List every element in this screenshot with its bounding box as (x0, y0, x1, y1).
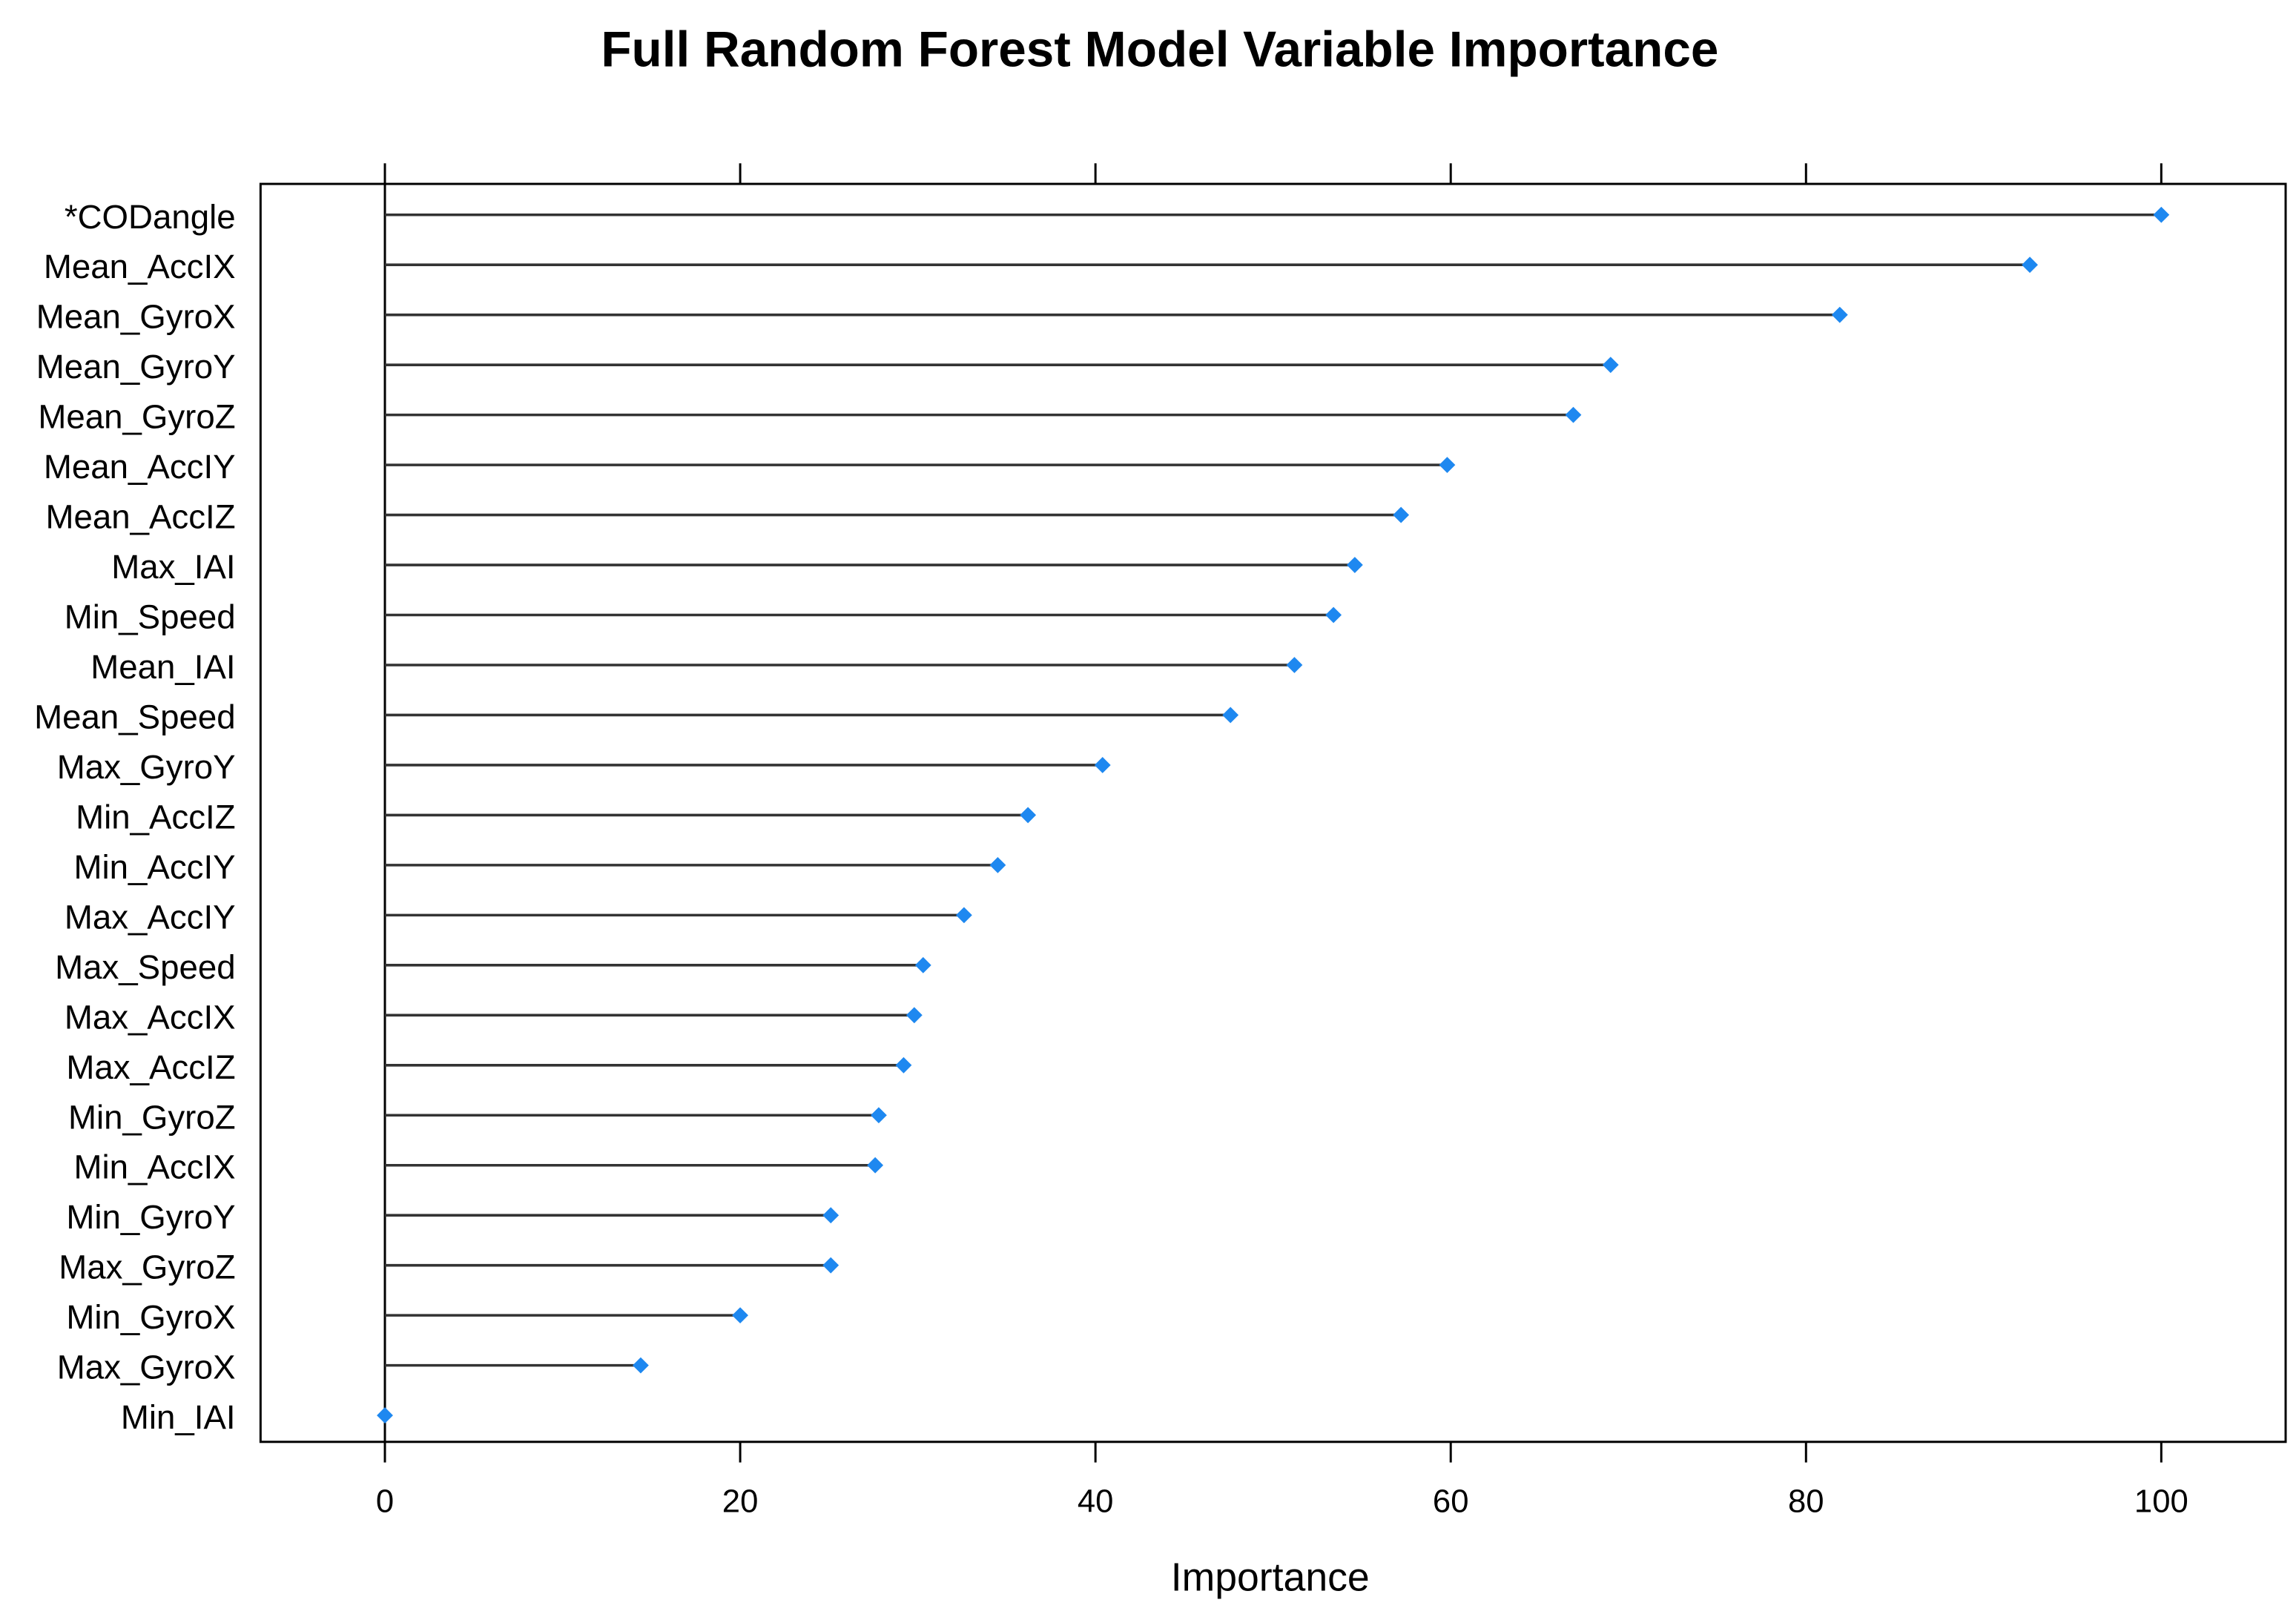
dot (867, 1157, 884, 1174)
x-tick-label: 60 (1433, 1484, 1469, 1520)
dot (2153, 206, 2170, 223)
dot (2022, 257, 2039, 274)
dot (871, 1107, 887, 1124)
dot (895, 1056, 912, 1074)
dot (1325, 606, 1342, 624)
y-tick-label: Min_AccIX (74, 1148, 236, 1186)
y-tick-label: Mean_AccIY (44, 448, 236, 486)
y-tick-label: *CODangle (65, 198, 236, 236)
x-axis-label: Importance (1171, 1555, 1370, 1600)
y-tick-label: Max_IAI (111, 548, 235, 586)
x-tick-label: 0 (376, 1484, 394, 1520)
dot (914, 956, 931, 973)
chart-title: Full Random Forest Model Variable Import… (601, 22, 1718, 77)
dot (1222, 707, 1239, 724)
dot (1393, 506, 1410, 523)
x-tick-label: 40 (1078, 1484, 1114, 1520)
y-tick-label: Max_GyroY (57, 748, 236, 786)
dot (822, 1207, 839, 1224)
y-tick-label: Mean_IAI (90, 648, 235, 686)
dot (633, 1357, 649, 1374)
dot (955, 907, 972, 924)
y-tick-label: Mean_Speed (34, 698, 235, 735)
dot (732, 1307, 748, 1324)
y-tick-label: Min_GyroZ (68, 1098, 236, 1136)
x-tick-label: 100 (2134, 1484, 2188, 1520)
y-tick-label: Max_GyroX (57, 1349, 236, 1386)
dot (1602, 357, 1619, 374)
dot (1286, 657, 1303, 673)
dot (1346, 557, 1363, 573)
y-tick-label: Min_AccIY (74, 848, 236, 886)
y-tick-label: Mean_GyroY (36, 348, 236, 386)
y-tick-label: Max_GyroZ (59, 1248, 235, 1286)
dot (1831, 306, 1848, 323)
y-tick-label: Max_AccIY (65, 898, 236, 936)
y-tick-label: Max_AccIZ (66, 1048, 235, 1086)
dot (377, 1407, 393, 1424)
y-tick-label: Max_Speed (55, 948, 236, 986)
dot (1439, 457, 1456, 474)
dot (1094, 757, 1111, 773)
y-tick-label: Mean_GyroZ (38, 398, 235, 436)
y-tick-label: Mean_AccIX (44, 248, 236, 285)
y-tick-label: Min_Speed (65, 598, 236, 636)
y-tick-label: Min_AccIZ (76, 798, 236, 836)
plot-frame (259, 182, 2287, 1443)
dot (905, 1007, 923, 1024)
dot (822, 1257, 839, 1274)
dot (1565, 406, 1582, 423)
x-tick-label: 80 (1788, 1484, 1824, 1520)
y-tick-label: Min_IAI (121, 1398, 236, 1436)
dot (1020, 807, 1037, 824)
y-tick-label: Min_GyroX (66, 1298, 235, 1336)
y-tick-label: Min_GyroY (66, 1198, 235, 1236)
x-tick-label: 20 (722, 1484, 759, 1520)
y-tick-label: Mean_AccIZ (45, 498, 235, 536)
y-tick-label: Mean_GyroX (36, 298, 236, 336)
y-tick-label: Max_AccIX (65, 998, 236, 1036)
dot (989, 856, 1006, 873)
